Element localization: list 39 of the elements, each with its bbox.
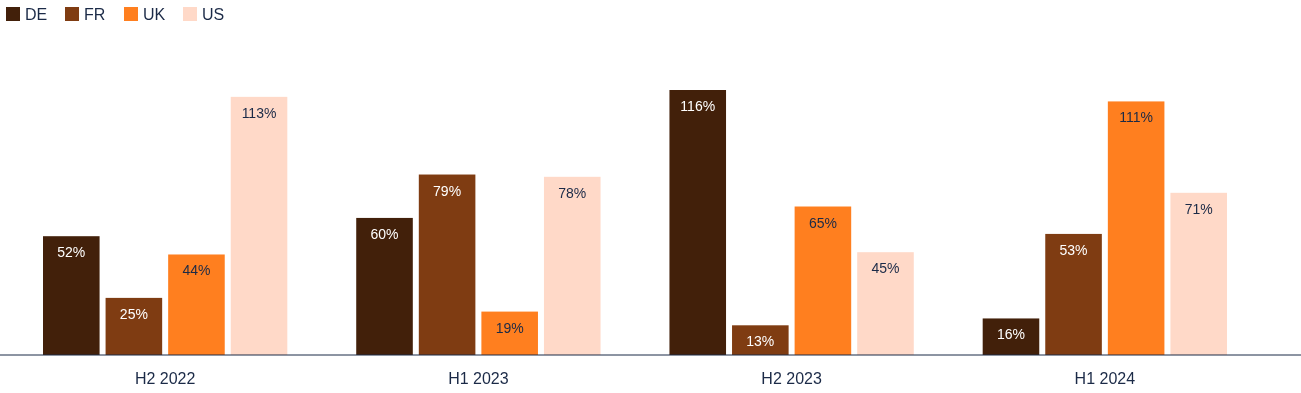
legend-label: FR — [84, 6, 106, 23]
data-label: 16% — [996, 326, 1025, 343]
data-label: 65% — [808, 214, 837, 231]
data-label: 116% — [680, 98, 716, 114]
bar — [418, 174, 476, 355]
legend-label: DE — [25, 6, 48, 23]
data-label: 52% — [57, 244, 86, 261]
data-label: 79% — [433, 182, 462, 199]
bar — [1170, 192, 1227, 355]
bar — [1107, 101, 1165, 355]
data-label: 45% — [871, 260, 900, 277]
data-label: 60% — [370, 225, 399, 242]
bar — [230, 96, 288, 355]
bar — [1045, 233, 1102, 355]
data-label: 111% — [1119, 109, 1153, 126]
data-label: 13% — [746, 333, 775, 350]
legend-label: US — [202, 6, 225, 23]
data-label: 71% — [1184, 200, 1213, 217]
data-label: 19% — [495, 319, 524, 336]
bar — [543, 176, 601, 355]
bar — [669, 90, 727, 355]
bar — [481, 311, 538, 355]
bar — [982, 318, 1040, 355]
bar — [857, 252, 914, 355]
data-label: 44% — [182, 262, 211, 279]
bar — [105, 297, 163, 355]
x-tick-label: H2 2022 — [134, 370, 196, 387]
x-tick-label: H1 2023 — [448, 370, 509, 387]
legend-label: UK — [143, 6, 166, 23]
data-label: 78% — [558, 184, 587, 201]
data-label: 53% — [1059, 241, 1088, 258]
bar — [356, 217, 413, 355]
bar — [794, 206, 852, 355]
data-label: 25% — [119, 305, 148, 322]
bar — [43, 236, 100, 355]
bar — [168, 254, 225, 355]
data-label: 113% — [241, 104, 277, 121]
x-tick-label: H2 2023 — [761, 370, 822, 387]
x-tick-label: H1 2024 — [1074, 370, 1136, 387]
